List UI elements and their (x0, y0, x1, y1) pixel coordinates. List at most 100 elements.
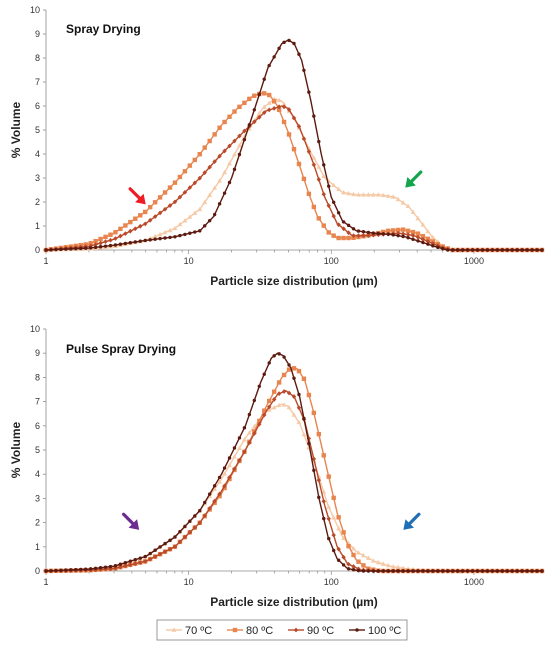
data-point (351, 191, 356, 197)
data-point (411, 569, 415, 573)
data-point (311, 155, 317, 160)
data-point (356, 229, 361, 233)
data-point (341, 535, 346, 540)
data-point (410, 209, 416, 214)
data-point (296, 419, 302, 425)
data-point (83, 246, 88, 250)
data-point (327, 184, 331, 188)
data-point (331, 200, 336, 204)
data-point (252, 108, 257, 112)
data-point (113, 236, 118, 241)
data-point (162, 190, 168, 195)
data-point (123, 561, 128, 565)
data-point (336, 222, 341, 228)
data-point (266, 407, 272, 412)
y-tick-label: 9 (35, 348, 40, 358)
pulse-spray-drying-chart: Pulse Spray Drying Particle size distrib… (9, 324, 545, 609)
data-point (267, 92, 272, 98)
data-point (49, 569, 53, 573)
data-point (317, 139, 321, 144)
data-point (385, 562, 391, 568)
data-point (173, 235, 177, 239)
data-point (321, 191, 326, 197)
data-point (257, 421, 262, 427)
data-point (500, 248, 505, 252)
data-point (118, 226, 123, 232)
data-point (261, 104, 267, 109)
data-point (44, 248, 48, 252)
data-point (49, 248, 53, 252)
data-point (525, 569, 529, 573)
data-point (475, 248, 480, 252)
data-point (405, 203, 411, 209)
data-point (59, 568, 63, 573)
legend-marker (232, 627, 238, 633)
data-point (380, 561, 386, 566)
y-axis-label: % Volume (9, 421, 23, 478)
data-point (64, 568, 68, 572)
data-point (296, 124, 302, 129)
data-point (510, 569, 514, 573)
data-point (296, 405, 302, 411)
y-tick-label: 3 (35, 173, 40, 183)
data-point (113, 564, 118, 568)
data-point (376, 569, 381, 573)
data-point (177, 194, 183, 200)
data-point (281, 104, 287, 110)
data-point (446, 248, 450, 252)
data-point (385, 193, 391, 198)
data-point (88, 567, 93, 571)
data-point (162, 229, 168, 235)
data-point (316, 431, 321, 437)
data-point (271, 397, 277, 402)
data-point (326, 504, 332, 509)
annotation-arrow-head (405, 176, 416, 188)
data-point (118, 562, 123, 566)
data-point (143, 221, 148, 227)
data-point (535, 248, 539, 252)
y-tick-label: 6 (35, 101, 40, 111)
y-tick-label: 0 (35, 566, 40, 576)
data-point (375, 192, 381, 197)
x-tick-label: 100 (324, 256, 339, 266)
data-point (400, 231, 406, 237)
data-point (178, 530, 182, 534)
data-point (271, 105, 277, 111)
data-point (271, 99, 277, 104)
data-point (143, 554, 147, 559)
data-point (297, 392, 301, 397)
data-point (187, 214, 193, 219)
y-tick-label: 10 (30, 5, 40, 15)
data-point (307, 441, 311, 446)
data-point (143, 209, 148, 215)
series-line (45, 39, 542, 251)
data-point (168, 235, 172, 240)
data-point (172, 225, 178, 231)
data-point (157, 551, 163, 557)
data-point (286, 107, 292, 112)
y-tick-label: 6 (35, 421, 40, 431)
data-point (212, 486, 218, 491)
data-point (421, 240, 425, 245)
data-point (346, 190, 351, 196)
data-point (281, 101, 287, 107)
data-point (207, 506, 212, 511)
data-point (302, 68, 306, 72)
data-point (93, 242, 98, 247)
data-point (287, 38, 291, 43)
data-point (227, 456, 232, 460)
legend-entry: 70 ºC (166, 625, 212, 637)
data-point (272, 354, 276, 358)
data-point (386, 232, 390, 236)
data-point (138, 239, 142, 243)
data-point (306, 149, 312, 155)
data-point (465, 569, 470, 573)
data-point (242, 100, 247, 106)
data-point (277, 46, 281, 50)
data-point (252, 119, 257, 125)
data-point (361, 569, 366, 573)
data-point (187, 185, 193, 191)
data-point (212, 212, 217, 217)
data-point (128, 562, 133, 568)
data-point (108, 237, 113, 243)
